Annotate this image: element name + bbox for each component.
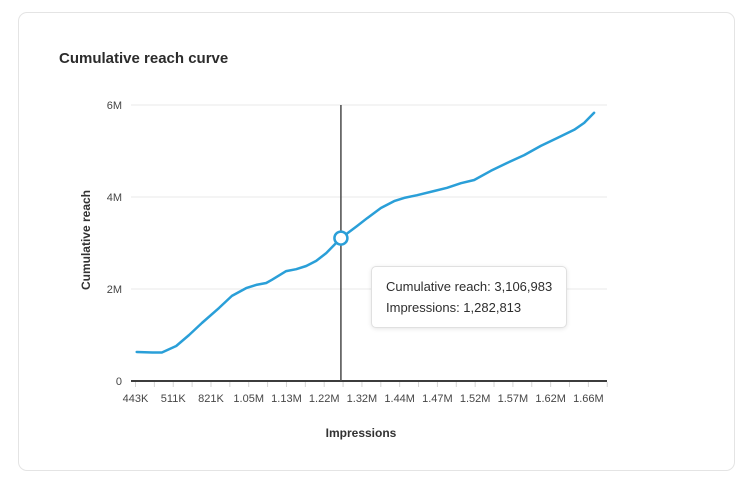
x-tick-label: 1.44M xyxy=(384,393,415,405)
chart-card: Cumulative reach curve Cumulative reach … xyxy=(18,12,735,471)
x-tick-label: 1.47M xyxy=(422,393,453,405)
x-tick-label: 1.22M xyxy=(309,393,340,405)
hover-point-marker[interactable] xyxy=(333,230,349,246)
x-tick-label: 1.52M xyxy=(460,393,491,405)
y-tick-label: 4M xyxy=(107,192,122,204)
x-tick-label: 1.05M xyxy=(233,393,264,405)
x-tick-label: 1.13M xyxy=(271,393,302,405)
x-tick-label: 443K xyxy=(123,393,149,405)
tooltip-impressions: Impressions: 1,282,813 xyxy=(386,300,522,315)
x-tick-label: 1.57M xyxy=(498,393,529,405)
y-tick-label: 2M xyxy=(107,284,122,296)
chart-tooltip: Cumulative reach: 3,106,983 Impressions:… xyxy=(371,266,568,328)
chart-title: Cumulative reach curve xyxy=(59,50,229,67)
y-tick-label: 0 xyxy=(116,376,122,388)
x-tick-label: 1.66M xyxy=(573,393,604,405)
tooltip-cumulative-reach: Cumulative reach: 3,106,983 xyxy=(386,279,553,294)
x-tick-label: 511K xyxy=(161,393,187,405)
x-tick-label: 821K xyxy=(198,393,224,405)
cumulative-reach-chart[interactable]: 0 2M 4M 6M 443K 511K 821K 1.05M 1.13M 1.22M 1.32M 1… xyxy=(19,13,750,484)
x-tick-label: 1.32M xyxy=(347,393,378,405)
x-tick-label: 1.62M xyxy=(535,393,566,405)
reach-curve-line xyxy=(135,111,596,354)
x-axis-title: Impressions xyxy=(325,426,397,440)
y-tick-label: 6M xyxy=(107,100,122,112)
